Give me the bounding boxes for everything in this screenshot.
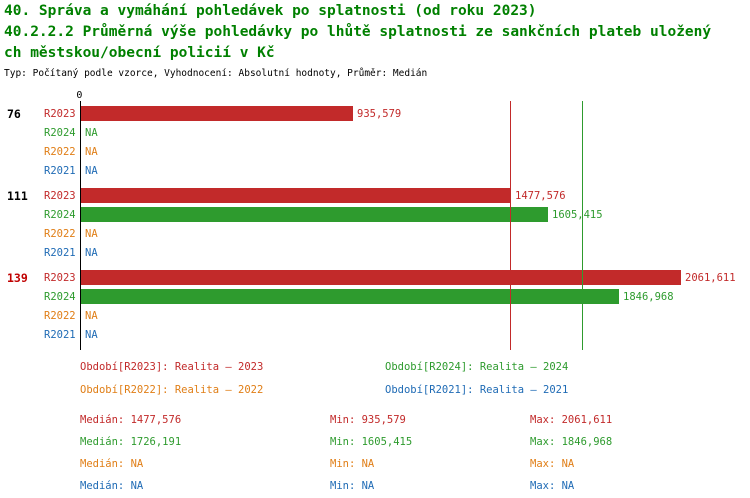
median-line-r2023 <box>510 101 511 350</box>
na-label: NA <box>85 126 98 139</box>
stats-table: Medián: 1477,576 Min: 935,579 Max: 2061,61… <box>0 414 750 498</box>
legend-item: Období[R2022]: Realita – 2022 <box>80 384 264 396</box>
chart-title-line2: 40.2.2.2 Průměrná výše pohledávky po lhů… <box>4 24 712 40</box>
stat-median: Medián: 1726,191 <box>80 436 182 448</box>
bar-group: 139 R2023 2061,611 R2024 1846,968 R2022 NA R202… <box>0 268 750 344</box>
bar-row: R2021 NA <box>0 243 750 262</box>
series-label: R2023 <box>44 271 76 284</box>
stat-min: Min: NA <box>330 458 375 470</box>
bar-row: R2024 1846,968 <box>0 287 750 306</box>
bar-value-label: 1605,415 <box>552 208 603 221</box>
median-line-r2024 <box>582 101 583 350</box>
stat-max: Max: NA <box>530 480 575 492</box>
bar-row: 139 R2023 2061,611 <box>0 268 750 287</box>
series-label: R2024 <box>44 126 76 139</box>
series-label: R2021 <box>44 164 76 177</box>
bar-r2024 <box>81 207 548 222</box>
legend: Období[R2023]: Realita – 2023 Období[R202… <box>0 361 750 407</box>
stat-min: Min: 1605,415 <box>330 436 413 448</box>
na-label: NA <box>85 309 98 322</box>
na-label: NA <box>85 227 98 240</box>
chart-title-line3: ch městskou/obecní policií v Kč <box>4 45 275 61</box>
stat-median: Medián: 1477,576 <box>80 414 182 426</box>
na-label: NA <box>85 246 98 259</box>
bar-r2023 <box>81 106 353 121</box>
chart-subtitle: Typ: Počítaný podle vzorce, Vyhodnocení:… <box>4 68 428 79</box>
chart-groups: 76 R2023 935,579 R2024 NA R2022 NA R2021 NA 111 R2… <box>0 104 750 344</box>
bar-group: 76 R2023 935,579 R2024 NA R2022 NA R2021 NA <box>0 104 750 180</box>
series-label: R2022 <box>44 145 76 158</box>
stat-median: Medián: NA <box>80 480 144 492</box>
bar-r2023 <box>81 188 511 203</box>
stat-max: Max: NA <box>530 458 575 470</box>
series-label: R2024 <box>44 290 76 303</box>
bar-row: R2022 NA <box>0 306 750 325</box>
bar-row: R2024 1605,415 <box>0 205 750 224</box>
bar-row: 76 R2023 935,579 <box>0 104 750 123</box>
group-label: 76 <box>7 106 21 121</box>
legend-item: Období[R2021]: Realita – 2021 <box>385 384 569 396</box>
stat-median: Medián: NA <box>80 458 144 470</box>
na-label: NA <box>85 328 98 341</box>
stats-row: Medián: NA Min: NA Max: NA <box>0 480 750 495</box>
stat-max: Max: 2061,611 <box>530 414 613 426</box>
group-label: 111 <box>7 188 28 203</box>
stat-min: Min: 935,579 <box>330 414 406 426</box>
bar-row: R2021 NA <box>0 161 750 180</box>
bar-r2023 <box>81 270 681 285</box>
bar-row: R2024 NA <box>0 123 750 142</box>
series-label: R2023 <box>44 107 76 120</box>
series-label: R2022 <box>44 309 76 322</box>
chart-area: 76 R2023 935,579 R2024 NA R2022 NA R2021 NA 111 R2… <box>0 101 750 350</box>
chart-title-line1: 40. Správa a vymáhání pohledávek po spla… <box>4 3 537 19</box>
stats-row: Medián: NA Min: NA Max: NA <box>0 458 750 473</box>
series-label: R2022 <box>44 227 76 240</box>
na-label: NA <box>85 145 98 158</box>
stats-row: Medián: 1477,576 Min: 935,579 Max: 2061,61… <box>0 414 750 429</box>
group-label: 139 <box>7 270 28 285</box>
bar-value-label: 1846,968 <box>623 290 674 303</box>
stats-row: Medián: 1726,191 Min: 1605,415 Max: 1846,9… <box>0 436 750 451</box>
bar-value-label: 2061,611 <box>685 271 736 284</box>
na-label: NA <box>85 164 98 177</box>
stat-min: Min: NA <box>330 480 375 492</box>
bar-row: R2021 NA <box>0 325 750 344</box>
bar-row: R2022 NA <box>0 224 750 243</box>
bar-row: R2022 NA <box>0 142 750 161</box>
series-label: R2021 <box>44 246 76 259</box>
bar-group: 111 R2023 1477,576 R2024 1605,415 R2022 NA R202… <box>0 186 750 262</box>
series-label: R2024 <box>44 208 76 221</box>
y-axis-line <box>80 101 81 350</box>
series-label: R2023 <box>44 189 76 202</box>
bar-value-label: 1477,576 <box>515 189 566 202</box>
bar-r2024 <box>81 289 619 304</box>
series-label: R2021 <box>44 328 76 341</box>
bar-value-label: 935,579 <box>357 107 402 120</box>
x-axis-origin-label: 0 <box>76 90 83 101</box>
legend-item: Období[R2023]: Realita – 2023 <box>80 361 264 373</box>
stat-max: Max: 1846,968 <box>530 436 613 448</box>
legend-item: Období[R2024]: Realita – 2024 <box>385 361 569 373</box>
bar-row: 111 R2023 1477,576 <box>0 186 750 205</box>
